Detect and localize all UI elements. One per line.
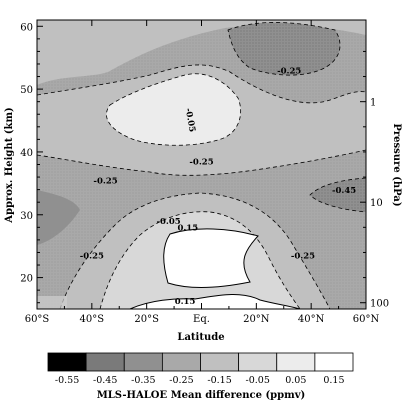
contour-region-right	[309, 177, 366, 213]
contour-region-top	[37, 20, 366, 85]
x-tick-label: 60°S	[25, 314, 50, 325]
contour-label: -0.25	[80, 252, 104, 262]
colorbar: -0.55 -0.45 -0.35 -0.25 -0.15 -0.05 0.05 0.15	[47, 352, 354, 386]
colorbar-swatch	[161, 352, 201, 372]
contour-label: 0.15	[175, 297, 196, 307]
x-tick-label: 20°N	[243, 314, 270, 325]
x-tick-label: 60°N	[353, 314, 380, 325]
contour-label: -0.45	[332, 186, 356, 196]
colorbar-tick-label: -0.05	[246, 375, 270, 386]
pressure-axis: 1 10 100	[360, 50, 389, 310]
contour-labels: -0.25 -0.05 -0.25 -0.25 -0.45 -0.25 -0.25 -0.05…	[80, 66, 357, 307]
contour-region-left	[37, 190, 80, 245]
pressure-tick-label: 1	[370, 98, 376, 109]
y-tick-label: 30	[20, 211, 33, 222]
colorbar-tick-label: 0.05	[285, 375, 306, 386]
colorbar-swatch	[47, 352, 87, 372]
y-tick-label: 20	[20, 274, 33, 285]
colorbar-swatch	[200, 352, 240, 372]
colorbar-tick-label: 0.15	[323, 375, 344, 386]
colorbar-swatch	[123, 352, 163, 372]
y-tick-label: 40	[20, 148, 33, 159]
colorbar-tick-label: -0.45	[93, 375, 117, 386]
pressure-axis-title: Pressure (hPa)	[391, 123, 402, 206]
contour-label: -0.25	[93, 176, 117, 186]
colorbar-tick-label: -0.55	[55, 375, 79, 386]
x-tick-label: Eq.	[193, 314, 210, 325]
colorbar-tick-label: -0.15	[207, 375, 231, 386]
y-tick-label: 50	[20, 85, 33, 96]
pressure-tick-label: 100	[370, 299, 389, 310]
contour-label: -0.05	[183, 107, 197, 133]
colorbar-swatch	[238, 352, 278, 372]
x-axis-title: Latitude	[177, 332, 224, 343]
colorbar-tick-label: -0.25	[169, 375, 193, 386]
contour-label: -0.25	[189, 158, 213, 168]
plot-area	[37, 20, 366, 309]
contour-region-lower-core	[163, 228, 259, 288]
contour-label: -0.05	[156, 217, 180, 227]
contour-region-upper-core	[106, 73, 242, 146]
colorbar-swatch	[85, 352, 125, 372]
y-axis: 20 30 40 50 60	[20, 22, 43, 304]
y-axis-title: Approx. Height (km)	[4, 107, 15, 224]
x-axis: 60°S 40°S 20°S Eq. 20°N 40°N 60°N	[25, 20, 380, 325]
colorbar-swatch	[276, 352, 316, 372]
contour-label: -0.25	[277, 66, 301, 76]
contour-label: -0.25	[291, 252, 315, 262]
y-tick-label: 60	[20, 22, 33, 33]
colorbar-tick-label: -0.35	[131, 375, 155, 386]
x-tick-label: 40°S	[80, 314, 105, 325]
x-tick-label: 40°N	[298, 314, 325, 325]
contour-label: 0.15	[177, 223, 198, 233]
colorbar-title: MLS-HALOE Mean difference (ppmv)	[97, 390, 306, 401]
contour-region-corner	[37, 296, 67, 309]
x-tick-label: 20°S	[134, 314, 159, 325]
colorbar-swatch	[314, 352, 354, 372]
contour-region-upper-right	[227, 22, 341, 76]
pressure-tick-label: 10	[370, 198, 383, 209]
contour-region-bottom-core	[129, 293, 301, 309]
